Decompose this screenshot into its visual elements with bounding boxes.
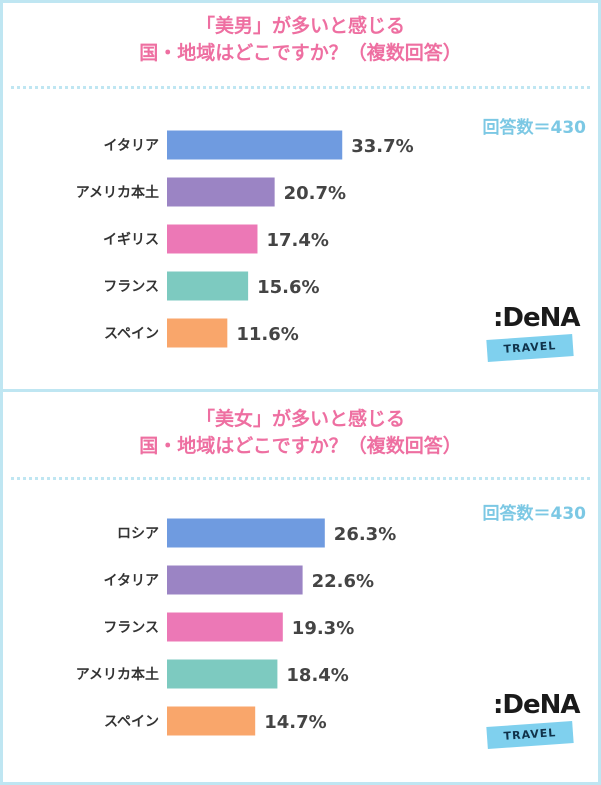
category-label: スペイン — [104, 714, 159, 730]
bar — [167, 271, 249, 301]
respondent-count: 回答数＝430 — [482, 118, 587, 138]
category-label: アメリカ本土 — [76, 666, 159, 683]
respondent-count: 回答数＝430 — [482, 504, 587, 524]
value-label: 14.7% — [264, 712, 326, 733]
bar-chart-female: ロシア 26.3% イタリア 22.6% フランス 19.3% アメリカ本土 18.4% スペイ… — [76, 518, 396, 736]
bar — [167, 706, 256, 736]
chart-title: 「美女」が多いと感じる 国・地域はどこですか？（複数回答） — [3, 406, 598, 460]
category-label: イタリア — [104, 138, 159, 154]
chart-title: 「美男」が多いと感じる 国・地域はどこですか？（複数回答） — [3, 13, 598, 67]
dotted-divider — [11, 477, 590, 480]
bar — [167, 518, 325, 548]
logo-wordmark: :DeNA — [493, 690, 580, 720]
chart-title-line2: 国・地域はどこですか？（複数回答） — [139, 435, 462, 457]
bar — [167, 224, 258, 254]
category-label: ロシア — [117, 526, 159, 542]
category-label: フランス — [103, 620, 159, 636]
value-label: 17.4% — [266, 230, 328, 251]
bar — [167, 612, 283, 642]
value-label: 20.7% — [284, 183, 346, 204]
value-label: 11.6% — [236, 324, 298, 345]
value-label: 18.4% — [286, 665, 348, 686]
panel-divider — [0, 389, 601, 392]
category-label: フランス — [103, 279, 159, 295]
value-label: 15.6% — [257, 277, 319, 298]
logo-wordmark: :DeNA — [493, 303, 580, 333]
logo-band: TRAVEL — [486, 721, 574, 749]
bar — [167, 177, 275, 207]
category-label: イギリス — [103, 231, 159, 248]
chart-title-line2: 国・地域はどこですか？（複数回答） — [139, 42, 462, 64]
bar-chart-male: イタリア 33.7% アメリカ本土 20.7% イギリス 17.4% フランス 15.6% スペ… — [76, 130, 414, 348]
bar — [167, 130, 343, 160]
category-label: イタリア — [104, 573, 159, 589]
bar — [167, 318, 228, 348]
value-label: 22.6% — [312, 571, 374, 592]
bar — [167, 565, 303, 595]
logo-band: TRAVEL — [486, 334, 574, 362]
value-label: 33.7% — [351, 136, 413, 157]
dena-travel-logo: :DeNA TRAVEL — [483, 303, 583, 373]
category-label: スペイン — [104, 326, 159, 342]
chart-panel-female: 「美女」が多いと感じる 国・地域はどこですか？（複数回答） 回答数＝430 ロシ… — [3, 392, 598, 782]
chart-panel-male: 「美男」が多いと感じる 国・地域はどこですか？（複数回答） 回答数＝430 イタ… — [3, 3, 598, 389]
bar — [167, 659, 278, 689]
dotted-divider — [11, 86, 590, 89]
chart-title-line1: 「美男」が多いと感じる — [195, 15, 405, 37]
category-label: アメリカ本土 — [76, 184, 159, 201]
chart-title-line1: 「美女」が多いと感じる — [195, 408, 405, 430]
value-label: 19.3% — [292, 618, 354, 639]
dena-travel-logo: :DeNA TRAVEL — [483, 690, 583, 760]
value-label: 26.3% — [334, 524, 396, 545]
